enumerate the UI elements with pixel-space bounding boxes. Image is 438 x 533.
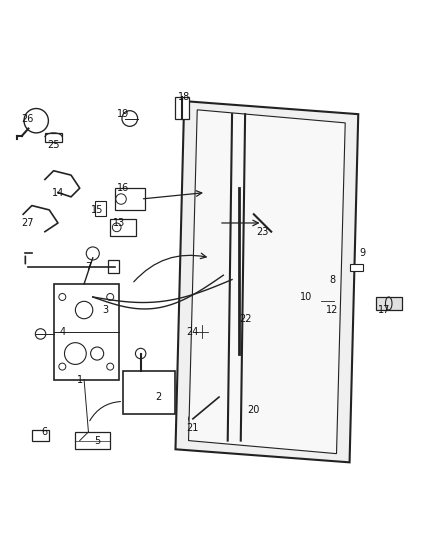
- Circle shape: [113, 223, 121, 232]
- Bar: [323, 273, 336, 286]
- Text: 9: 9: [360, 248, 366, 259]
- Text: 1: 1: [77, 375, 83, 385]
- Text: 5: 5: [94, 435, 100, 446]
- Bar: [53, 284, 119, 379]
- Text: 6: 6: [42, 427, 48, 437]
- Circle shape: [122, 111, 138, 126]
- Circle shape: [59, 363, 66, 370]
- Circle shape: [232, 347, 245, 360]
- Circle shape: [107, 363, 114, 370]
- Bar: [75, 432, 110, 449]
- Circle shape: [86, 247, 99, 260]
- Text: 10: 10: [300, 292, 312, 302]
- Text: 15: 15: [91, 205, 103, 215]
- Text: 22: 22: [239, 314, 251, 324]
- Text: 21: 21: [187, 423, 199, 433]
- Text: 23: 23: [256, 227, 268, 237]
- Bar: [176, 97, 188, 118]
- Text: 4: 4: [59, 327, 65, 337]
- Circle shape: [24, 109, 48, 133]
- Polygon shape: [228, 410, 271, 423]
- Circle shape: [91, 347, 104, 360]
- Circle shape: [195, 325, 208, 338]
- Text: 26: 26: [21, 114, 34, 124]
- Text: 27: 27: [21, 218, 34, 228]
- Text: 20: 20: [247, 405, 260, 415]
- Circle shape: [232, 182, 245, 195]
- Circle shape: [107, 294, 114, 301]
- Bar: [270, 230, 283, 238]
- Circle shape: [116, 194, 126, 204]
- Text: 7: 7: [85, 262, 92, 271]
- Text: 14: 14: [52, 188, 64, 198]
- Circle shape: [322, 296, 333, 306]
- Circle shape: [35, 329, 46, 339]
- Circle shape: [135, 349, 146, 359]
- Polygon shape: [188, 110, 345, 454]
- Text: 12: 12: [326, 305, 338, 315]
- Bar: [95, 201, 106, 216]
- Bar: [108, 260, 119, 273]
- Bar: [110, 219, 136, 236]
- Text: 18: 18: [178, 92, 190, 102]
- Circle shape: [326, 276, 333, 283]
- Text: 17: 17: [378, 305, 391, 315]
- Text: 25: 25: [47, 140, 60, 150]
- Text: 19: 19: [117, 109, 129, 119]
- Bar: [123, 371, 176, 415]
- Polygon shape: [176, 101, 358, 462]
- Text: 3: 3: [103, 305, 109, 315]
- Circle shape: [64, 343, 86, 365]
- Circle shape: [75, 301, 93, 319]
- Bar: [115, 188, 145, 210]
- Bar: [32, 430, 49, 441]
- Polygon shape: [376, 297, 402, 310]
- Text: 24: 24: [187, 327, 199, 337]
- Text: 16: 16: [117, 183, 129, 193]
- Circle shape: [59, 294, 66, 301]
- Text: 2: 2: [155, 392, 161, 402]
- Bar: [350, 264, 363, 271]
- Bar: [45, 133, 62, 142]
- Circle shape: [188, 415, 197, 423]
- Text: 13: 13: [113, 218, 125, 228]
- Bar: [302, 275, 313, 293]
- Text: 8: 8: [329, 274, 335, 285]
